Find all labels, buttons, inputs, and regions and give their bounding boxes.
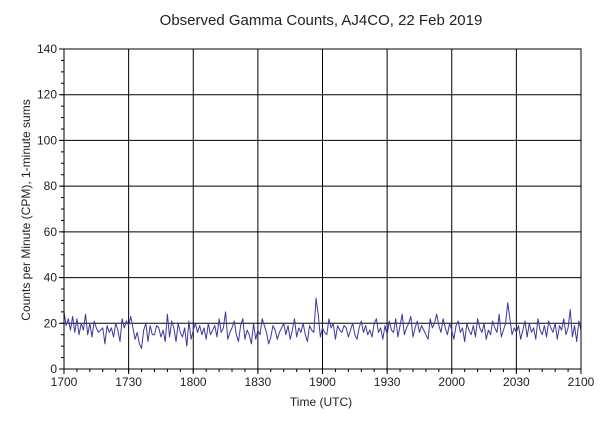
x-tick-label: 1700 [51, 375, 78, 389]
y-axis-ticks: 0 20 40 60 80 100 120 140 [37, 42, 64, 376]
y-axis-label: Counts per Minute (CPM), 1-minute sums [19, 99, 33, 320]
x-tick-label: 2100 [568, 375, 595, 389]
x-axis-label: Time (UTC) [290, 395, 352, 409]
series-layer [63, 297, 582, 349]
y-tick-label: 120 [37, 88, 57, 102]
y-tick-label: 20 [44, 316, 58, 330]
series-line [63, 297, 582, 349]
x-tick-label: 1800 [180, 375, 207, 389]
y-tick-label: 0 [50, 362, 57, 376]
x-tick-label: 1830 [245, 375, 272, 389]
chart-title: Observed Gamma Counts, AJ4CO, 22 Feb 201… [160, 12, 483, 29]
y-tick-label: 80 [44, 179, 58, 193]
x-tick-label: 1730 [115, 375, 142, 389]
x-tick-label: 1900 [309, 375, 336, 389]
x-tick-label: 2000 [438, 375, 465, 389]
x-axis-ticks: 1700 1730 1800 1830 1900 1930 2000 2030 2100 [51, 369, 595, 389]
x-tick-label: 1930 [374, 375, 401, 389]
y-tick-label: 40 [44, 271, 58, 285]
x-tick-label: 2030 [503, 375, 530, 389]
y-tick-label: 60 [44, 225, 58, 239]
y-tick-label: 100 [37, 133, 57, 147]
y-tick-label: 140 [37, 42, 57, 56]
grid [63, 48, 582, 370]
